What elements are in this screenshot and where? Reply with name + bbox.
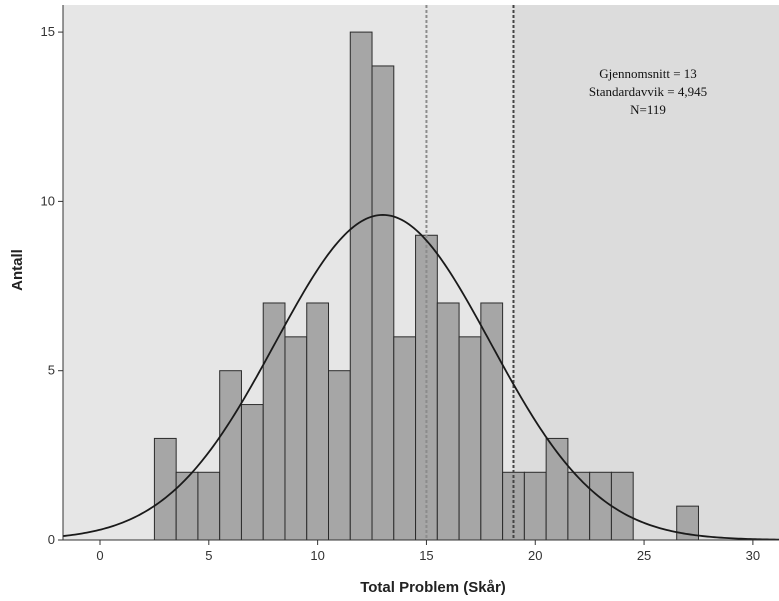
histogram-bar xyxy=(589,471,612,541)
histogram-bar xyxy=(567,471,591,541)
x-tick-label: 10 xyxy=(310,548,324,563)
x-tick-label: 25 xyxy=(637,548,651,563)
histogram-bar xyxy=(175,471,199,541)
histogram-bar xyxy=(458,336,482,541)
histogram-bar xyxy=(393,336,417,541)
x-tick-label: 30 xyxy=(746,548,760,563)
histogram-bar xyxy=(610,471,634,541)
histogram-bar xyxy=(480,302,504,541)
histogram-bar xyxy=(436,302,460,541)
histogram-bar xyxy=(545,437,569,541)
x-tick-label: 15 xyxy=(419,548,433,563)
x-ticks: 0 5 10 15 20 25 30 xyxy=(96,540,760,563)
histogram-bar xyxy=(328,370,351,541)
y-tick-label: 0 xyxy=(48,532,55,547)
histogram-bar xyxy=(523,471,547,541)
histogram-bar xyxy=(349,31,373,541)
stats-mean: Gjennomsnitt = 13 xyxy=(599,66,697,81)
histogram-bar xyxy=(153,437,177,541)
stats-annotation: Gjennomsnitt = 13 Standardavvik = 4,945 … xyxy=(589,66,707,117)
histogram-bar xyxy=(219,370,242,541)
normal-curve xyxy=(62,214,779,541)
y-ticks: 0 5 10 15 xyxy=(41,24,63,547)
y-tick-label: 15 xyxy=(41,24,55,39)
histogram-bar xyxy=(197,471,221,541)
y-tick-label: 5 xyxy=(48,363,55,378)
histogram-bar xyxy=(240,404,264,541)
stats-n: N=119 xyxy=(630,102,666,117)
histogram-bar xyxy=(306,302,330,541)
histogram-bar xyxy=(262,302,286,541)
histogram-bar xyxy=(371,65,395,541)
x-tick-label: 5 xyxy=(205,548,212,563)
x-tick-label: 0 xyxy=(96,548,103,563)
x-axis-title: Total Problem (Skår) xyxy=(360,579,506,596)
stats-sd: Standardavvik = 4,945 xyxy=(589,84,707,99)
histogram-bar xyxy=(284,336,308,541)
y-axis-title: Antall xyxy=(9,249,26,291)
x-tick-label: 20 xyxy=(528,548,542,563)
y-tick-label: 10 xyxy=(41,193,55,208)
